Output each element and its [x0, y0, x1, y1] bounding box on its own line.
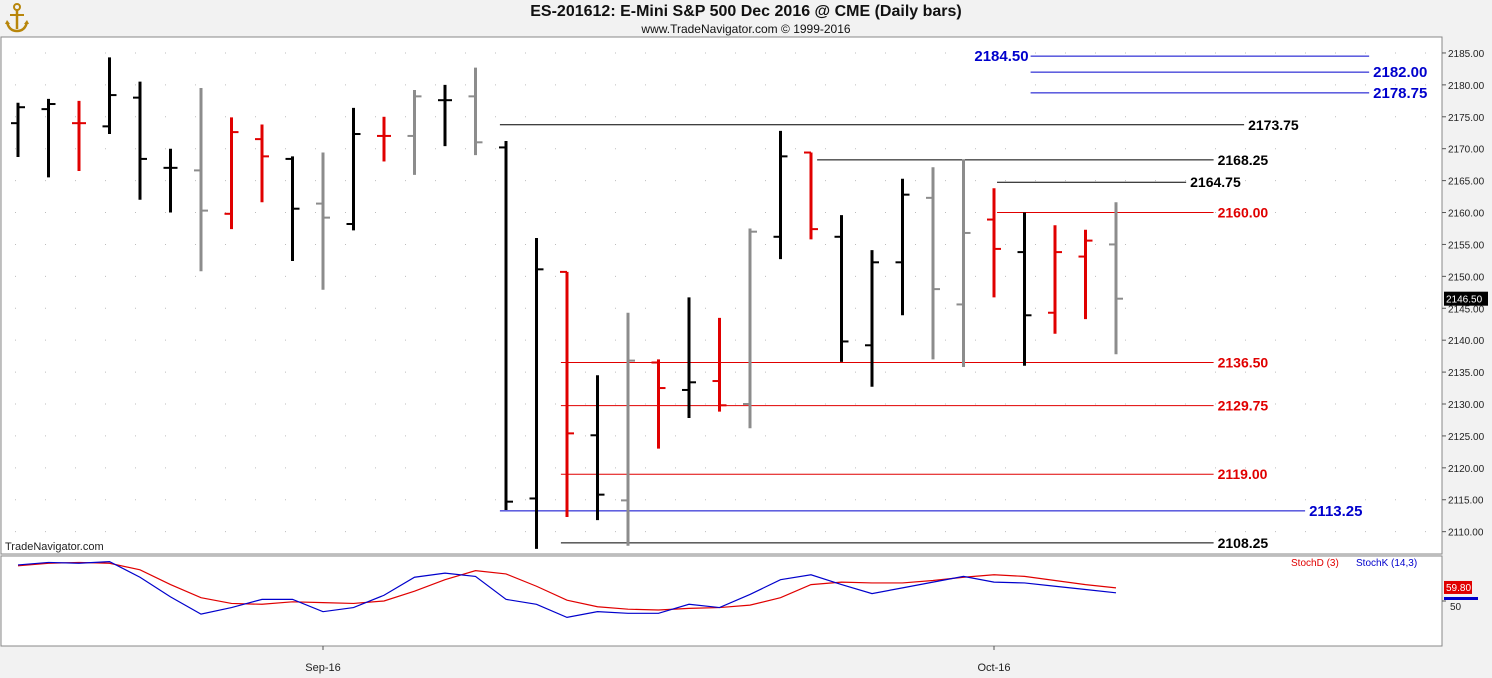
ohlc-bar [194, 88, 208, 272]
ohlc-bar [712, 317, 727, 412]
time-tick-label: Sep-16 [305, 662, 340, 674]
price-levels: 2184.50 2182.00 2178.75 2173.75 2168.25 2164.… [499, 48, 1427, 551]
level-label: 2178.75 [1373, 85, 1427, 102]
price-tick-label: 2175.00 [1448, 113, 1485, 124]
ohlc-bar [1048, 225, 1062, 334]
ohlc-bar [163, 148, 178, 213]
ohlc-bar [407, 89, 422, 175]
level-label: 2173.75 [1248, 117, 1299, 133]
price-tick-label: 2130.00 [1448, 400, 1485, 411]
stoch-tick-label: 50 [1450, 602, 1462, 613]
ohlc-bar [590, 375, 605, 521]
ohlc-bar [316, 152, 330, 290]
ohlc-bar [804, 151, 818, 240]
stoch-line-0 [17, 561, 1117, 611]
stochk-last-tag [1444, 597, 1478, 600]
level-label: 2136.50 [1218, 355, 1269, 371]
legend-stochk: StochK (14,3) [1356, 558, 1417, 569]
price-tick-label: 2165.00 [1448, 177, 1485, 188]
ohlc-bar [438, 84, 452, 147]
level-label: 2108.25 [1218, 535, 1269, 551]
last-price-tag [1444, 291, 1488, 306]
ohlc-bar [651, 359, 666, 449]
ohlc-bar [895, 178, 910, 316]
price-tick-label: 2125.00 [1448, 432, 1485, 443]
ohlc-bar [499, 141, 513, 510]
ohlc-bar [133, 81, 147, 200]
ohlc-bar [987, 188, 1001, 298]
level-label: 2164.75 [1190, 174, 1241, 190]
price-tick-label: 2180.00 [1448, 81, 1485, 92]
ohlc-bar [1078, 229, 1093, 320]
price-tick-label: 2185.00 [1448, 49, 1485, 60]
price-panel-frame [0, 36, 1443, 555]
chart-title: ES-201612: E-Mini S&P 500 Dec 2016 @ CME… [530, 3, 962, 20]
price-tick-label: 2135.00 [1448, 368, 1485, 379]
ohlc-bar [682, 297, 696, 419]
ohlc-bar [255, 124, 269, 203]
ohlc-bar [1109, 202, 1123, 355]
price-tick-label: 2110.00 [1448, 528, 1484, 539]
price-tick-label: 2150.00 [1448, 272, 1485, 283]
ohlc-bar [102, 57, 117, 135]
price-tick-label: 2145.00 [1448, 304, 1485, 315]
ohlc-bar [773, 130, 788, 260]
level-label: 2119.00 [1218, 466, 1268, 482]
price-axis: 2110.00 2115.00 2120.00 2125.00 2130.00 2135.… [1442, 49, 1485, 539]
ohlc-bar [72, 100, 86, 172]
price-tick-label: 2160.00 [1448, 209, 1485, 220]
time-tick-label: Oct-16 [977, 662, 1010, 674]
ohlc-bar [926, 167, 940, 360]
ohlc-bar [956, 159, 971, 367]
last-price-label: 2146.50 [1446, 295, 1483, 306]
price-panel: 2110.00 2115.00 2120.00 2125.00 2130.00 2135.… [0, 36, 1488, 555]
price-tick-label: 2120.00 [1448, 464, 1485, 475]
ohlc-bar [1017, 212, 1032, 366]
ohlc-bar [621, 312, 635, 546]
stochastic-panel: StochD (3) StochK (14,3) 50 59.80 [0, 555, 1478, 647]
level-label: 2182.00 [1373, 64, 1427, 81]
ohlc-bar [865, 250, 879, 387]
ohlc-bar [346, 107, 361, 231]
anchor-logo-icon [5, 3, 29, 33]
ohlc-bar [834, 215, 849, 362]
ohlc-bar [529, 238, 544, 549]
ohlc-bar [377, 116, 391, 162]
ohlc-bar [41, 98, 56, 178]
ohlc-bar [224, 117, 239, 230]
time-axis: Sep-16 Oct-16 [305, 646, 1011, 674]
ohlc-bar [11, 102, 25, 157]
ohlc-bars [11, 57, 1123, 549]
stochd-last-label: 59.80 [1446, 583, 1471, 594]
level-label: 2113.25 [1309, 503, 1362, 520]
ohlc-bar [743, 228, 757, 429]
stochd-last-tag [1444, 580, 1472, 594]
level-label: 2168.25 [1218, 152, 1269, 168]
level-label: 2129.75 [1218, 398, 1269, 414]
price-tick-label: 2140.00 [1448, 336, 1485, 347]
chart-subtitle: www.TradeNavigator.com © 1999-2016 [641, 22, 851, 36]
price-tick-label: 2155.00 [1448, 240, 1485, 251]
price-tick-label: 2170.00 [1448, 145, 1485, 156]
ohlc-bar [468, 67, 483, 156]
level-label: 2184.50 [974, 48, 1028, 65]
legend-stochd: StochD (3) [1291, 558, 1339, 569]
ohlc-bar [285, 156, 300, 262]
stoch-line-1 [17, 561, 1117, 619]
level-label: 2160.00 [1218, 205, 1269, 221]
ohlc-bar [560, 270, 574, 517]
price-tick-label: 2115.00 [1448, 496, 1484, 507]
watermark-text: TradeNavigator.com [5, 541, 104, 553]
